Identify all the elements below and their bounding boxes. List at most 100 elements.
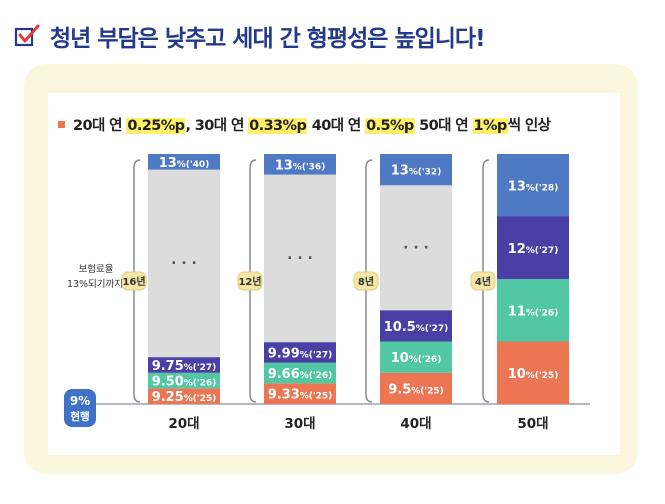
segment-label: 9.50%('26): [152, 375, 217, 390]
headline-part: 1%p: [472, 117, 508, 134]
category-label: 40대: [400, 416, 431, 432]
bar-segment-gray: [148, 169, 220, 358]
segment-value: 11: [508, 304, 526, 319]
segment-value: 9.25: [152, 390, 184, 405]
segment-value: 10: [508, 367, 526, 382]
years-label: 12년: [238, 275, 261, 288]
segment-label: 9.25%('25): [152, 390, 217, 405]
segment-year: %('26): [526, 308, 559, 318]
segment-label: 9.5%('25): [388, 382, 444, 397]
headline-part: 씩 인상: [507, 117, 551, 134]
segment-value: 12: [508, 242, 526, 257]
headline: 20대 연 0.25%p, 30대 연 0.33%p 40대 연 0.5%p 5…: [58, 112, 551, 136]
bullet-square-icon: [58, 120, 65, 128]
segment-label: 9.33%('25): [268, 388, 333, 403]
years-label: 8년: [358, 275, 374, 288]
bar-segment-blue: [264, 154, 336, 175]
headline-part: 0.5%p: [365, 117, 415, 134]
segment-value: 9.99: [268, 346, 300, 361]
segment-year: %('25): [526, 371, 559, 381]
category-label: 20대: [168, 416, 199, 432]
bar-segment-blue: [497, 154, 569, 217]
segment-label: 9.99%('27): [268, 346, 333, 361]
bar-segment-orange: [148, 388, 220, 404]
headline-part: 0.25%p: [126, 117, 186, 134]
segment-year: %('26): [300, 371, 333, 381]
segment-year: %('27): [184, 363, 217, 373]
category-label: 50대: [517, 416, 548, 432]
segment-value: 9.75: [152, 359, 184, 374]
segment-label: 13%('28): [508, 179, 559, 194]
bar-segment-blue: [380, 154, 452, 186]
baseline-badge: [64, 389, 96, 427]
bar-segment-green: [380, 341, 452, 373]
segment-year: %('27): [300, 350, 333, 360]
years-badge: [470, 271, 496, 291]
bar-segment-orange: [264, 383, 336, 404]
segment-year: %('25): [184, 394, 217, 404]
segment-label: 10.5%('27): [384, 320, 449, 335]
segment-value: 13: [508, 179, 526, 194]
segment-year: %('27): [416, 324, 449, 334]
segment-label: 11%('26): [508, 304, 559, 319]
bar-segment-purple: [380, 310, 452, 342]
years-badge: [121, 271, 147, 291]
segment-year: %('32): [409, 168, 442, 178]
segment-label: 13%('32): [391, 164, 442, 179]
bar-segment-purple: [497, 216, 569, 279]
segment-year: %('26): [409, 355, 442, 365]
segment-label: 9.75%('27): [152, 359, 217, 374]
segment-value: 9.50: [152, 375, 184, 390]
segment-year: %('26): [184, 379, 217, 389]
bar-segment-purple: [148, 357, 220, 373]
ellipsis-label: · · ·: [171, 255, 197, 271]
segment-value: 9.66: [268, 367, 300, 382]
segment-year: %('25): [300, 392, 333, 402]
segment-value: 9.5: [388, 382, 411, 397]
bar-segment-orange: [497, 341, 569, 404]
segment-year: %('27): [526, 246, 559, 256]
bar-segment-green: [497, 279, 569, 342]
headline-part: 0.33%p: [248, 117, 308, 134]
category-label: 30대: [284, 416, 315, 432]
segment-value: 13: [275, 158, 293, 173]
years-badge: [353, 271, 379, 291]
checkbox-checked-icon: [14, 24, 40, 47]
headline-part: 50대 연: [414, 117, 473, 134]
bar-segment-green: [148, 372, 220, 389]
years-label: 4년: [475, 275, 491, 288]
years-label: 16년: [122, 275, 145, 288]
segment-label: 13%('36): [275, 158, 326, 173]
segment-year: %('40): [177, 160, 210, 170]
segment-value: 10: [391, 351, 409, 366]
ellipsis-label: · · ·: [403, 240, 429, 256]
headline-text: 20대 연 0.25%p, 30대 연 0.33%p 40대 연 0.5%p 5…: [73, 114, 551, 135]
bar-segment-gray: [380, 185, 452, 311]
title-row: 청년 부담은 낮추고 세대 간 형평성은 높입니다!: [14, 14, 486, 58]
segment-year: %('25): [411, 386, 444, 396]
segment-year: %('28): [526, 183, 559, 193]
headline-part: 40대 연: [307, 117, 366, 134]
ellipsis-label: · · ·: [287, 250, 313, 266]
segment-label: 9.66%('26): [268, 367, 333, 382]
bar-segment-blue: [148, 154, 220, 170]
bar-segment-gray: [264, 174, 336, 343]
segment-label: 12%('27): [508, 242, 559, 257]
bar-segment-orange: [380, 372, 452, 404]
segment-year: %('36): [293, 162, 326, 172]
segment-value: 10.5: [384, 320, 416, 335]
baseline-value: 9%: [70, 394, 90, 408]
years-badge: [237, 271, 263, 291]
headline-part: 20대 연: [73, 117, 127, 134]
bar-segment-purple: [264, 342, 336, 363]
headline-part: , 30대 연: [185, 117, 249, 134]
segment-label: 13%('40): [159, 156, 210, 171]
baseline-label: 현행: [70, 410, 89, 423]
segment-value: 13: [159, 156, 177, 171]
segment-value: 13: [391, 164, 409, 179]
segment-label: 10%('26): [391, 351, 442, 366]
segment-value: 9.33: [268, 388, 300, 403]
page-title: 청년 부담은 낮추고 세대 간 형평성은 높입니다!: [50, 26, 486, 52]
y-axis-label-line: 13%되기까지: [67, 279, 123, 290]
segment-label: 10%('25): [508, 367, 559, 382]
